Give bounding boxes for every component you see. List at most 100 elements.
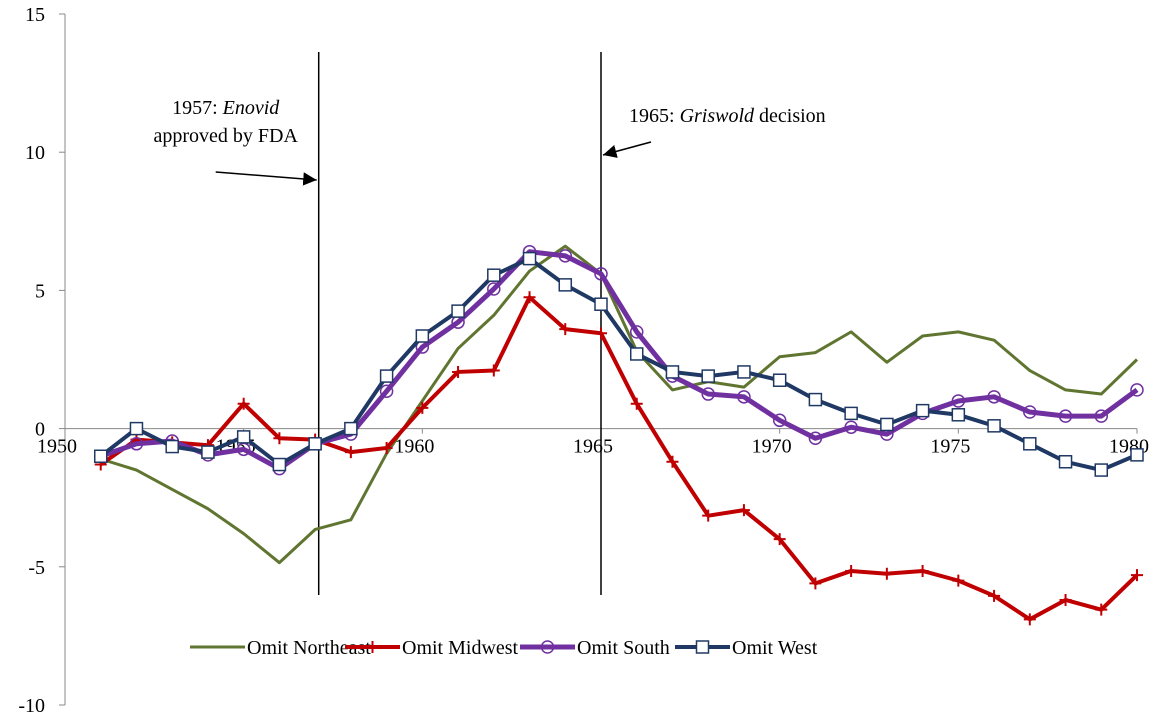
annotation-arrow (215, 171, 317, 186)
annotation-arrow (602, 141, 652, 158)
point (665, 365, 680, 379)
point (844, 420, 858, 434)
x-tick-label: 1975 (930, 436, 970, 458)
y-tick-label: -5 (28, 557, 45, 579)
point (772, 413, 787, 428)
point (987, 390, 1001, 404)
point (630, 397, 643, 410)
point (594, 297, 608, 311)
point (737, 365, 751, 379)
y-tick-label: 5 (35, 280, 45, 302)
legend-label: Omit South (577, 637, 670, 659)
series-line (99, 249, 1139, 472)
annotation-text: decision (754, 105, 826, 127)
point (916, 564, 929, 577)
annotation-text: 1965: (629, 105, 680, 127)
y-tick-label: 15 (25, 4, 45, 26)
point (236, 430, 251, 444)
legend-marker (695, 640, 710, 654)
point (344, 421, 358, 436)
point (416, 401, 429, 414)
y-tick-label: 0 (35, 419, 45, 441)
point (452, 365, 465, 378)
series-line (99, 295, 1139, 622)
point (737, 390, 751, 404)
point (1023, 613, 1036, 626)
point (701, 369, 715, 383)
legend-label: Omit Northeast (247, 637, 371, 659)
x-tick-label: 1950 (37, 436, 77, 458)
point (129, 421, 144, 436)
point (737, 504, 750, 517)
point (165, 439, 179, 454)
point (237, 397, 250, 410)
legend-label: Omit West (732, 637, 818, 659)
plot-area: 1957: Enovid approved by FDA 1965: Griswol… (93, 52, 1144, 626)
point (1058, 409, 1073, 423)
point (844, 406, 858, 421)
point (522, 251, 537, 266)
point (558, 278, 573, 292)
series-line (100, 244, 1139, 565)
point (523, 291, 536, 304)
legend-marker (540, 640, 555, 654)
point (487, 268, 501, 282)
annotation: approved by FDA (153, 125, 298, 147)
point (701, 387, 715, 401)
point (451, 315, 465, 329)
point (702, 509, 715, 522)
point (1023, 437, 1037, 451)
point (809, 577, 822, 590)
annotation: 1957: Enovid (172, 97, 280, 119)
point (880, 567, 893, 580)
point (1094, 463, 1109, 477)
y-tick-label: 10 (25, 142, 45, 164)
annotation-italic: Enovid (222, 97, 281, 119)
point (380, 441, 393, 454)
point (772, 373, 787, 387)
point (595, 327, 607, 340)
point (594, 267, 608, 281)
point (487, 364, 500, 377)
annotation-text: 1957: (172, 97, 223, 119)
point (129, 437, 144, 451)
point (1094, 409, 1109, 423)
point (1023, 405, 1037, 419)
point (487, 282, 501, 296)
point (666, 455, 679, 468)
point (1058, 455, 1073, 469)
point (773, 533, 786, 546)
point (1130, 383, 1144, 397)
point (1095, 603, 1108, 616)
point (379, 369, 394, 383)
point (308, 437, 322, 451)
point (951, 394, 966, 408)
point (93, 449, 108, 463)
point (201, 445, 215, 459)
legend-label: Omit Midwest (402, 637, 519, 659)
point (558, 249, 573, 263)
point (1130, 448, 1144, 462)
point (236, 442, 251, 457)
y-tick-label: -10 (18, 695, 45, 717)
x-tick-label: 1970 (752, 436, 792, 458)
point (915, 403, 930, 418)
point (629, 325, 644, 339)
point (1059, 593, 1072, 606)
point (880, 417, 894, 432)
x-tick-label: 1960 (394, 436, 434, 458)
annotation: 1965: Griswold decision (629, 105, 826, 127)
point (952, 574, 965, 587)
point (559, 323, 572, 336)
point (379, 384, 394, 399)
annotation-italic: Griswold (680, 105, 755, 127)
point (344, 446, 357, 459)
point (1131, 569, 1143, 582)
point (987, 419, 1001, 433)
point (272, 457, 287, 472)
point (808, 392, 823, 407)
point (845, 564, 858, 577)
point (951, 408, 966, 422)
